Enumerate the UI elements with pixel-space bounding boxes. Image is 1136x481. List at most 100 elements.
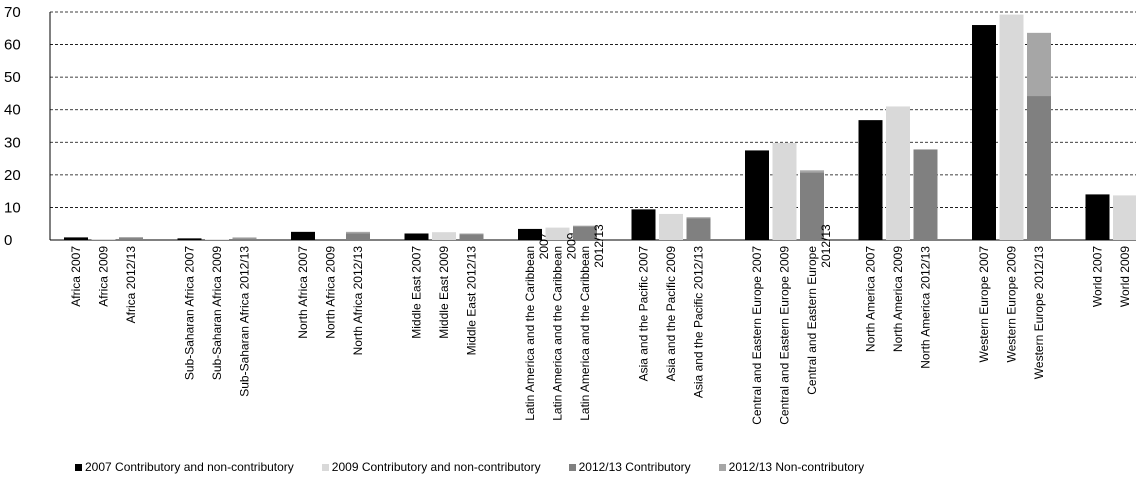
- x-tick-label-line: Central and Eastern Europe: [805, 246, 819, 395]
- x-tick-label-line: Africa 2007: [69, 246, 83, 307]
- x-tick-label: Western Europe 2012/13: [1032, 246, 1046, 380]
- legend-label-2007: 2007 Contributory and non-contributory: [85, 460, 294, 474]
- x-tick-label: Latin America and the Caribbean2012/13: [578, 224, 606, 421]
- bar: [232, 238, 257, 240]
- x-tick-label-line: Western Europe 2009: [1005, 246, 1019, 363]
- x-tick-label-line: Central and Eastern Europe 2007: [750, 246, 764, 425]
- y-tick-label: 70: [4, 4, 21, 21]
- bar: [432, 232, 456, 240]
- x-tick-label: Asia and the Pacific 2009: [664, 246, 678, 382]
- x-tick-label-line: North Africa 2007: [296, 246, 310, 339]
- chart-legend: 2007 Contributory and non-contributory 2…: [75, 460, 864, 474]
- bar: [64, 237, 88, 240]
- x-tick-label: Middle East 2007: [410, 246, 424, 339]
- y-tick-label: 30: [4, 134, 21, 151]
- legend-label-2012-non-contributory: 2012/13 Non-contributory: [728, 460, 865, 474]
- bar: [913, 149, 938, 240]
- x-tick-label: Western Europe 2009: [1005, 246, 1019, 363]
- x-tick-label-line: Middle East 2007: [410, 246, 424, 339]
- legend-swatch-2012-contributory: [568, 463, 576, 471]
- y-tick-label: 0: [4, 232, 12, 249]
- x-tick-label: Central and Eastern Europe2012/13: [805, 224, 833, 395]
- bar-non-contributory: [232, 237, 257, 239]
- x-tick-label: Asia and the Pacific 2012/13: [692, 246, 706, 398]
- x-tick-label: Latin America and the Caribbean2009: [551, 232, 579, 420]
- legend-label-2012-contributory: 2012/13 Contributory: [578, 460, 691, 474]
- y-tick-label: 10: [4, 199, 21, 216]
- x-tick-label: North Africa 2007: [296, 246, 310, 339]
- bar: [659, 213, 683, 240]
- bar: [772, 142, 797, 240]
- x-tick-label: North America 2012/13: [919, 246, 933, 369]
- x-tick-label: North America 2009: [891, 246, 905, 352]
- x-tick-label-line: Latin America and the Caribbean: [551, 246, 565, 421]
- x-tick-label: Africa 2012/13: [124, 246, 138, 324]
- x-tick-label-line: Middle East 2009: [437, 246, 451, 339]
- x-tick-label-line: World 2009: [1118, 246, 1132, 307]
- legend-item-2012-non-contributory: 2012/13 Non-contributory: [718, 460, 865, 474]
- bar: [886, 106, 910, 240]
- bar: [573, 226, 597, 240]
- legend-item-2007: 2007 Contributory and non-contributory: [75, 460, 294, 474]
- legend-swatch-2007: [75, 463, 82, 471]
- bar: [205, 239, 229, 240]
- bar-non-contributory: [459, 233, 484, 235]
- y-tick-label: 40: [4, 102, 21, 119]
- bar: [545, 227, 570, 240]
- x-tick-label: North Africa 2012/13: [351, 246, 365, 356]
- bar: [1027, 96, 1051, 240]
- bar-chart: 0 10 20 30 40 50 60 70 Africa 2007 Africa 2009 Afr…: [4, 4, 1136, 425]
- bar: [972, 25, 996, 241]
- bar-non-contributory: [346, 231, 370, 234]
- x-tick-label-line: Central and Eastern Europe 2009: [778, 246, 792, 425]
- bar: [686, 218, 711, 240]
- bar: [91, 239, 116, 240]
- bar: [346, 233, 370, 240]
- x-tick-label-line: North Africa 2009: [324, 246, 338, 339]
- bar-non-contributory: [800, 170, 824, 173]
- bar: [1085, 194, 1110, 240]
- x-tick-label-line: Asia and the Pacific 2012/13: [692, 246, 706, 398]
- bar: [858, 120, 883, 240]
- x-tick-label-line: 2012/13: [819, 224, 833, 268]
- bar: [999, 14, 1024, 241]
- x-tick-label-line: North America 2007: [864, 246, 878, 352]
- bar-non-contributory: [573, 225, 597, 227]
- x-tick-label: Asia and the Pacific 2007: [637, 246, 651, 382]
- bar-non-contributory: [686, 217, 711, 219]
- bar: [745, 150, 769, 240]
- x-tick-label: Sub-Saharan Africa 2007: [183, 246, 197, 380]
- x-tick-label: Sub-Saharan Africa 2012/13: [238, 246, 252, 397]
- x-tick-label: World 2009: [1118, 246, 1132, 307]
- x-tick-label-line: Latin America and the Caribbean: [578, 246, 592, 421]
- legend-label-2009: 2009 Contributory and non-contributory: [331, 460, 541, 474]
- x-tick-label: Latin America and the Caribbean2007: [523, 232, 551, 420]
- bar: [177, 238, 202, 240]
- x-tick-label: Western Europe 2007: [977, 246, 991, 363]
- y-tick-label: 60: [4, 37, 21, 54]
- x-tick-label-line: Sub-Saharan Africa 2007: [183, 246, 197, 380]
- y-tick-label: 20: [4, 167, 21, 184]
- x-tick-label-line: 2012/13: [592, 224, 606, 268]
- x-tick-label: North Africa 2009: [324, 246, 338, 339]
- bar: [459, 234, 484, 240]
- x-tick-label: Middle East 2012/13: [465, 246, 479, 356]
- bar: [631, 209, 656, 240]
- bar: [404, 233, 429, 240]
- bar-non-contributory: [119, 237, 143, 239]
- x-tick-label-line: Africa 2012/13: [124, 246, 138, 324]
- legend-item-2009: 2009 Contributory and non-contributory: [321, 460, 541, 474]
- x-tick-label: Central and Eastern Europe 2009: [778, 246, 792, 425]
- bar: [518, 228, 542, 240]
- x-tick-label: Africa 2007: [69, 246, 83, 307]
- x-tick-label: Africa 2009: [97, 246, 111, 307]
- legend-swatch-2012-non-contributory: [718, 463, 726, 471]
- x-tick-label-line: North America 2012/13: [919, 246, 933, 369]
- x-tick-label-line: Asia and the Pacific 2007: [637, 246, 651, 382]
- legend-item-2012-contributory: 2012/13 Contributory: [568, 460, 691, 474]
- bar: [1113, 195, 1136, 240]
- x-tick-label-line: Asia and the Pacific 2009: [664, 246, 678, 382]
- x-tick-label-line: Middle East 2012/13: [465, 246, 479, 356]
- x-tick-label-line: Sub-Saharan Africa 2012/13: [238, 246, 252, 397]
- y-tick-label: 50: [4, 69, 21, 86]
